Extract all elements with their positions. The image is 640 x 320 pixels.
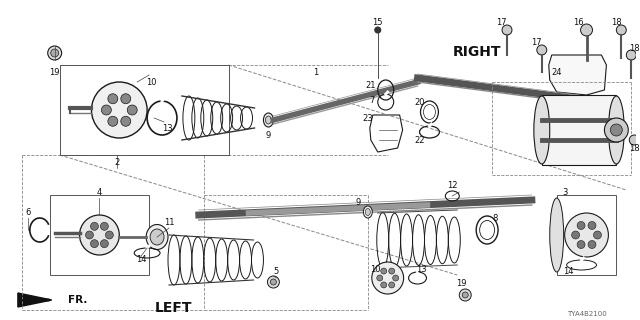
Circle shape <box>121 116 131 126</box>
Text: 8: 8 <box>492 213 498 222</box>
Circle shape <box>101 105 111 115</box>
Ellipse shape <box>609 96 624 164</box>
Text: 23: 23 <box>362 114 373 123</box>
Circle shape <box>271 279 276 285</box>
Circle shape <box>604 118 628 142</box>
Text: 18: 18 <box>611 18 621 27</box>
Circle shape <box>127 105 137 115</box>
Circle shape <box>564 213 609 257</box>
Circle shape <box>90 222 99 230</box>
Ellipse shape <box>264 113 273 127</box>
Circle shape <box>100 222 108 230</box>
Text: 24: 24 <box>552 68 562 76</box>
Text: LEFT: LEFT <box>156 301 193 315</box>
Text: 9: 9 <box>266 131 271 140</box>
Circle shape <box>588 221 596 229</box>
Circle shape <box>577 221 585 229</box>
Circle shape <box>108 94 118 104</box>
Circle shape <box>106 231 113 239</box>
Circle shape <box>580 24 593 36</box>
Text: 17: 17 <box>496 18 506 27</box>
Polygon shape <box>548 55 607 95</box>
Text: 20: 20 <box>414 98 425 107</box>
Bar <box>50 195 149 275</box>
Circle shape <box>502 25 512 35</box>
Circle shape <box>381 268 387 274</box>
Text: FR.: FR. <box>68 295 87 305</box>
Ellipse shape <box>365 209 371 215</box>
Text: 1: 1 <box>314 68 319 76</box>
Text: 18: 18 <box>629 143 639 153</box>
Text: 13: 13 <box>162 124 172 132</box>
Text: 4: 4 <box>97 188 102 196</box>
Circle shape <box>377 275 383 281</box>
Circle shape <box>86 231 93 239</box>
Bar <box>542 95 616 165</box>
Text: 5: 5 <box>274 268 279 276</box>
Ellipse shape <box>146 225 168 250</box>
Circle shape <box>593 231 602 239</box>
Text: 6: 6 <box>25 207 31 217</box>
Bar <box>557 195 616 275</box>
Text: 9: 9 <box>355 197 360 206</box>
Text: 19: 19 <box>456 278 467 287</box>
Text: 18: 18 <box>629 44 639 52</box>
Text: 7: 7 <box>369 95 374 105</box>
Text: 15: 15 <box>372 18 383 27</box>
Ellipse shape <box>550 198 564 272</box>
Text: RIGHT: RIGHT <box>453 45 501 59</box>
Circle shape <box>616 25 627 35</box>
Text: 10: 10 <box>371 266 381 275</box>
Circle shape <box>537 45 547 55</box>
Circle shape <box>393 275 399 281</box>
Circle shape <box>627 50 636 60</box>
Text: 3: 3 <box>562 188 567 196</box>
Text: 14: 14 <box>136 255 147 265</box>
Circle shape <box>121 94 131 104</box>
Bar <box>60 65 228 155</box>
Circle shape <box>577 241 585 249</box>
Circle shape <box>372 262 404 294</box>
Circle shape <box>375 27 381 33</box>
Circle shape <box>100 240 108 248</box>
Text: 11: 11 <box>164 218 174 227</box>
Circle shape <box>381 282 387 288</box>
Text: 10: 10 <box>146 77 156 86</box>
Text: 13: 13 <box>416 266 427 275</box>
Text: TYA4B2100: TYA4B2100 <box>566 311 607 317</box>
Ellipse shape <box>364 206 372 218</box>
Text: 17: 17 <box>531 37 542 46</box>
Ellipse shape <box>266 116 271 124</box>
Circle shape <box>268 276 279 288</box>
Text: 14: 14 <box>563 268 574 276</box>
Circle shape <box>460 289 471 301</box>
Circle shape <box>79 215 119 255</box>
Circle shape <box>92 82 147 138</box>
Text: 19: 19 <box>49 68 60 76</box>
Circle shape <box>572 231 580 239</box>
Circle shape <box>588 241 596 249</box>
Circle shape <box>90 240 99 248</box>
Circle shape <box>629 135 639 145</box>
Ellipse shape <box>150 229 164 245</box>
Text: 22: 22 <box>414 135 425 145</box>
Circle shape <box>51 49 59 57</box>
Circle shape <box>462 292 468 298</box>
Text: 2: 2 <box>115 157 120 166</box>
Text: 21: 21 <box>365 81 376 90</box>
Circle shape <box>48 46 61 60</box>
Circle shape <box>611 124 622 136</box>
Circle shape <box>108 116 118 126</box>
Ellipse shape <box>534 96 550 164</box>
Circle shape <box>388 282 395 288</box>
Text: 12: 12 <box>447 180 458 189</box>
Circle shape <box>388 268 395 274</box>
Polygon shape <box>18 293 52 307</box>
Text: 16: 16 <box>573 18 584 27</box>
